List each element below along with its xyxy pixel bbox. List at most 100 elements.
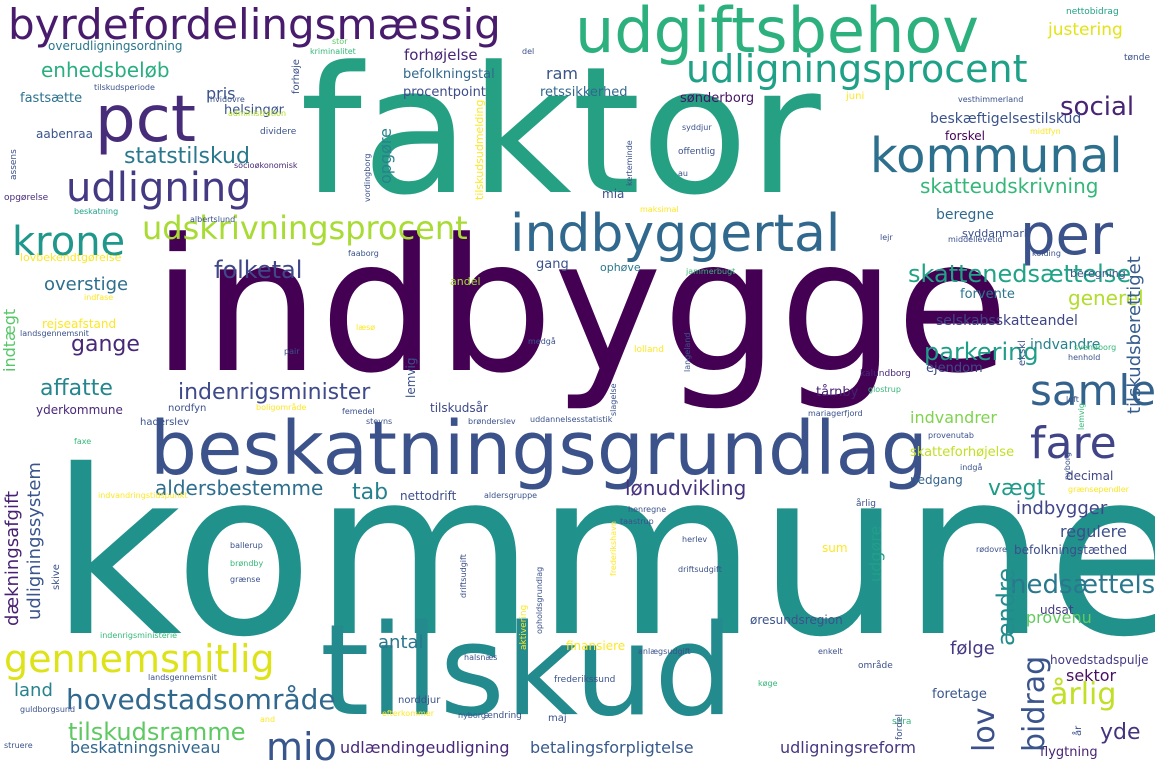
word-administration: administration [228,109,287,118]
word-yde: yde [1100,720,1141,745]
word-nyborg: ændring [484,711,522,721]
word-aabenraa: aabenraa [36,127,93,141]
word-medgaa: medgå [528,337,556,346]
word-helsingoer: helsingør [224,103,285,118]
word-udgoere: udgøre [866,525,885,582]
word-opgoerelse: opgørelse [4,193,49,203]
word-decimal: decimal [1066,469,1114,483]
word-sum: sum [822,541,848,555]
word-provenutab: provenutab [928,431,974,440]
word-mio: mio [266,725,337,769]
word-indenrigsminister: indenrigsminister [178,380,371,405]
word-ballerup: driftsudgift [678,565,722,574]
word-indvandrer: indvandrer [910,408,997,427]
word-antal: antal [378,632,424,653]
word-parkering: parkering [924,338,1039,366]
word-procentpoint: procentpoint [403,85,486,100]
word-offentlig: offentlig [678,147,716,157]
word-efterkommer: and [260,715,276,724]
word-affatte: affatte [40,376,113,401]
word-fastsaette: fastsætte [20,91,83,106]
word-kolding: kolding [1032,249,1061,258]
word-broendby: ballerup [230,541,263,550]
word-juni: juni [846,91,865,102]
word-skatteforhoejelse: skatteforhøjelse [910,445,1015,460]
word-justering: justering [1048,20,1123,40]
word-ekskl: ekskl [1017,340,1028,366]
word-graense: brøndby [230,559,264,568]
word-tilskudsramme: tilskudsramme [68,718,246,746]
word-au: au [678,169,688,178]
word-bidrag: bidrag [1017,655,1052,752]
word-faaborg: faaborg [348,249,379,258]
word-nedgang: nedgang [910,473,963,487]
word-indtaegt: indtægt [0,308,19,372]
word-stor: stor [332,37,348,46]
word-anlaegsudgift: aktivering [519,604,529,650]
word-aarlig-small: årlig [856,499,876,509]
word-foelge: følge [950,638,995,659]
word-lejr: lejr [880,233,893,242]
word-nedsaettelse: nedsættelse [1010,570,1155,600]
word-overudligningsordning: overudligningsordning [48,39,183,53]
word-nettodrift: nettodrift [400,489,457,503]
word-skatteudskrivning: skatteudskrivning [920,174,1099,198]
word-beskaeftigelsestilskud: beskæftigelsestilskud [930,111,1082,127]
word-mia: mia [602,187,625,201]
word-hovedstadsomraade: hovedstadsområde [66,683,336,716]
word-rejseafstand: rejseafstand [42,317,117,331]
word-lolland: lolland [634,345,664,355]
word-ram: ram [546,64,578,83]
word-vordingborg: vordingborg [363,153,372,202]
word-generel: generel [1068,286,1144,310]
word-herlev: herlev [682,535,708,544]
word-frederikssund: område [858,661,893,671]
word-graensependler: grænsependler [1068,485,1129,494]
word-udgiftsbehov: udgiftsbehov [575,0,979,67]
word-opgoere: opgøre [376,128,395,184]
word-indbygger: indbygger [1016,498,1108,519]
word-struere: guldborgsund [20,705,76,714]
word-samle: samle [1030,366,1155,415]
word-driftsudgift: driftsudgift [459,554,468,598]
word-soenderborg: sønderborg [680,91,755,106]
word-taarnby: tårnby [816,385,859,400]
word-kommunal: kommunal [870,128,1123,184]
word-indvandre: indvandre [1030,337,1101,353]
word-pris: pris [206,84,236,103]
word-aldersbestemme: aldersbestemme [155,476,324,500]
word-faxe: faxe [74,437,92,446]
word-udskrivningsprocent: udskrivningsprocent [142,209,468,247]
word-betalingsforpligtelse: betalingsforpligtelse [530,738,694,757]
word-jammerbugt: jammerbugt [686,267,736,276]
word-pair: pair [284,347,300,356]
word-udligningsreform: udligningsreform [780,738,916,757]
word-albertslund: albertslund [190,215,236,224]
word-nordfyn: nordfyn [168,403,207,414]
word-broenderslev: brønderslev [468,417,516,426]
word-taastrup: taastrup [620,517,654,526]
word-maj-small: nyborg [1063,451,1072,480]
word-foretage: foretage [932,687,987,702]
word-forvente: forvente [960,287,1015,302]
word-femedel: femedel [342,407,375,416]
word-enkelt: anlægsudgift [638,647,691,656]
word-land: land [14,680,53,701]
word-udsat: udsat [1040,603,1074,617]
word-hvidovre: hvidovre [210,95,245,104]
word-befolkningstaethed: befolkningstæthed [1014,543,1128,557]
word-langeland: langeland [683,332,692,372]
word-finansiere: finansiere [566,639,626,653]
word-hovedstadskommune: lemvig [404,357,418,398]
word-halsnaes: indenrigsministerie [100,631,178,640]
word-ejendom: ejendom [926,361,983,376]
word-sektor: sektor [1066,666,1117,685]
word-byrdefordelingsmaessig: byrdefordelingsmæssig [8,0,501,49]
word-onlagning: assens [9,149,19,180]
word-tilskudsudmelding: tilskudsudmelding [473,99,486,200]
word-beregning: beregning [1070,267,1126,280]
word-slagelse: slagelse [609,383,618,416]
word-glostrup: glostrup [868,385,901,394]
word-tilskudsberettiget: tilskudsberettiget [1124,256,1145,414]
